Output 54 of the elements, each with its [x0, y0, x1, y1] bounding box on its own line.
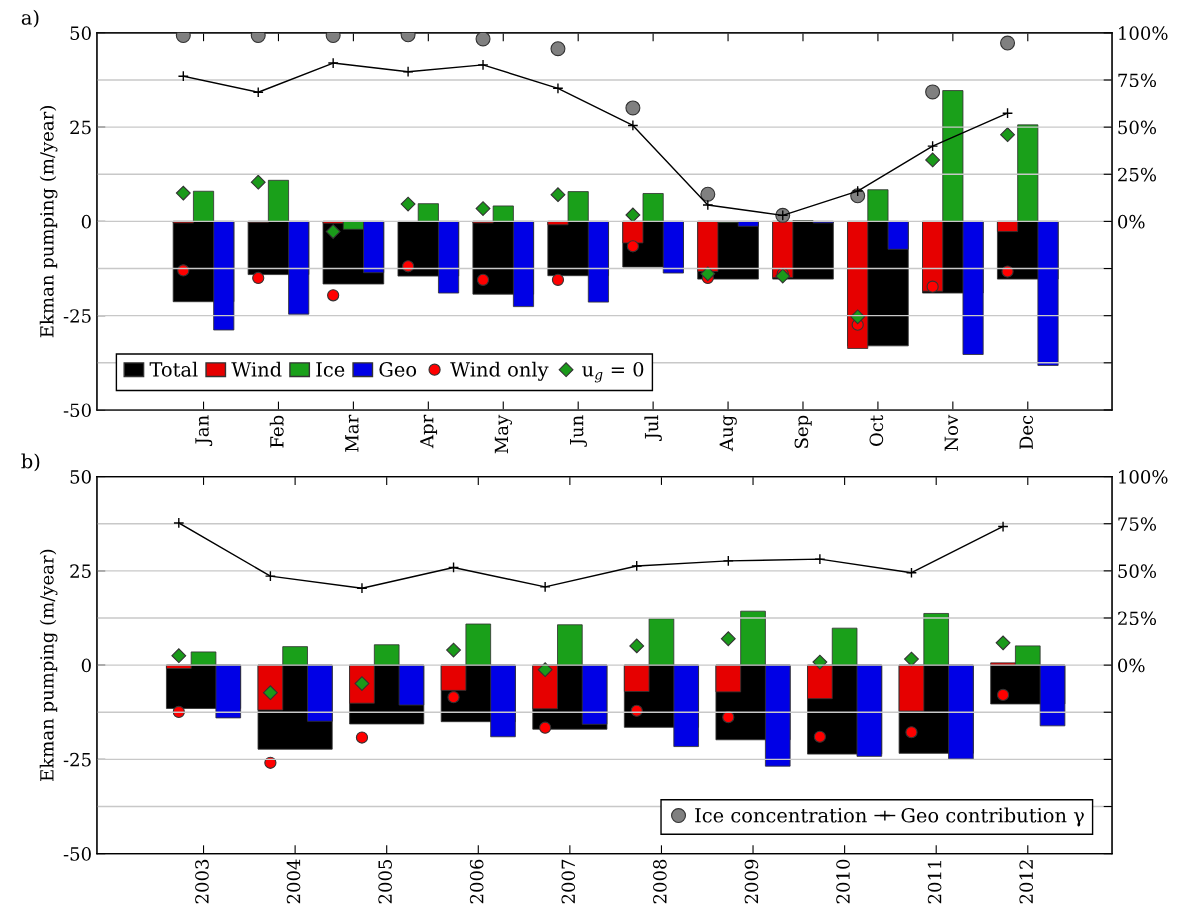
x-tick-label: Jan — [195, 415, 213, 446]
x-tick-label: 2011 — [927, 861, 942, 904]
y2-tick-label: 25% — [1118, 611, 1157, 626]
x-tick-label: Nov — [944, 414, 959, 451]
legend-label: Wind — [231, 361, 282, 377]
legend-label: Wind only — [450, 361, 549, 381]
y2-tick-label: 0% — [1118, 214, 1145, 229]
y-tick-label: 50 — [70, 26, 91, 40]
x-tick-label: 2004 — [286, 859, 301, 904]
x-tick-label: 2005 — [378, 859, 392, 904]
chart-title: b) — [21, 453, 40, 472]
x-tick-label: Mar — [345, 414, 359, 452]
x-tick-label: 2012 — [1019, 860, 1034, 904]
legend-label: Geo — [379, 362, 417, 377]
x-tick-label: 2006 — [469, 859, 484, 904]
y-tick-label: -50 — [63, 847, 91, 861]
x-tick-label: Jun — [570, 415, 587, 447]
y2-tick-label: 100% — [1119, 470, 1168, 484]
legend-label: Ice concentration — [695, 808, 867, 823]
y-tick-label: 50 — [70, 470, 91, 484]
y-tick-label: -25 — [63, 309, 91, 323]
y-tick-label: -50 — [63, 403, 91, 418]
legend-label: u$_{g}$ = 0 — [582, 361, 644, 383]
y2-tick-label: 75% — [1118, 517, 1157, 531]
y-tick-label: 0 — [81, 658, 91, 673]
x-tick-label: Aug — [719, 415, 737, 452]
x-tick-label: 2009 — [744, 859, 759, 904]
y2-tick-label: 100% — [1119, 26, 1168, 40]
x-tick-label: Oct — [869, 414, 884, 446]
y2-tick-label: 75% — [1118, 73, 1157, 88]
chart-title: a) — [21, 9, 39, 28]
legend-label: Geo contribution γ — [901, 807, 1084, 827]
x-tick-label: 2008 — [653, 859, 667, 904]
y-axis-title: Ekman pumping (m/year) — [39, 106, 58, 338]
x-tick-label: Jul — [644, 415, 662, 441]
x-tick-label: Feb — [269, 415, 284, 448]
y-tick-label: 25 — [70, 120, 91, 135]
y2-tick-label: 0% — [1118, 658, 1145, 673]
x-tick-label: May — [494, 414, 512, 454]
x-tick-label: 2010 — [836, 859, 850, 904]
legend-label: Ice — [316, 362, 345, 377]
x-tick-label: Sep — [794, 415, 812, 448]
y-tick-label: -25 — [63, 752, 91, 767]
x-tick-label: 2007 — [561, 859, 576, 904]
y2-tick-label: 50% — [1118, 564, 1157, 578]
x-tick-label: Dec — [1019, 415, 1034, 450]
x-tick-label: 2003 — [195, 859, 209, 904]
x-tick-label: Apr — [420, 414, 438, 449]
y-tick-label: 0 — [81, 214, 91, 229]
y2-tick-label: 25% — [1118, 167, 1157, 182]
y2-tick-label: 50% — [1118, 120, 1157, 135]
y-axis-title: Ekman pumping (m/year) — [39, 549, 58, 781]
y-tick-label: 25 — [70, 564, 91, 578]
legend-label: Total — [149, 361, 198, 377]
